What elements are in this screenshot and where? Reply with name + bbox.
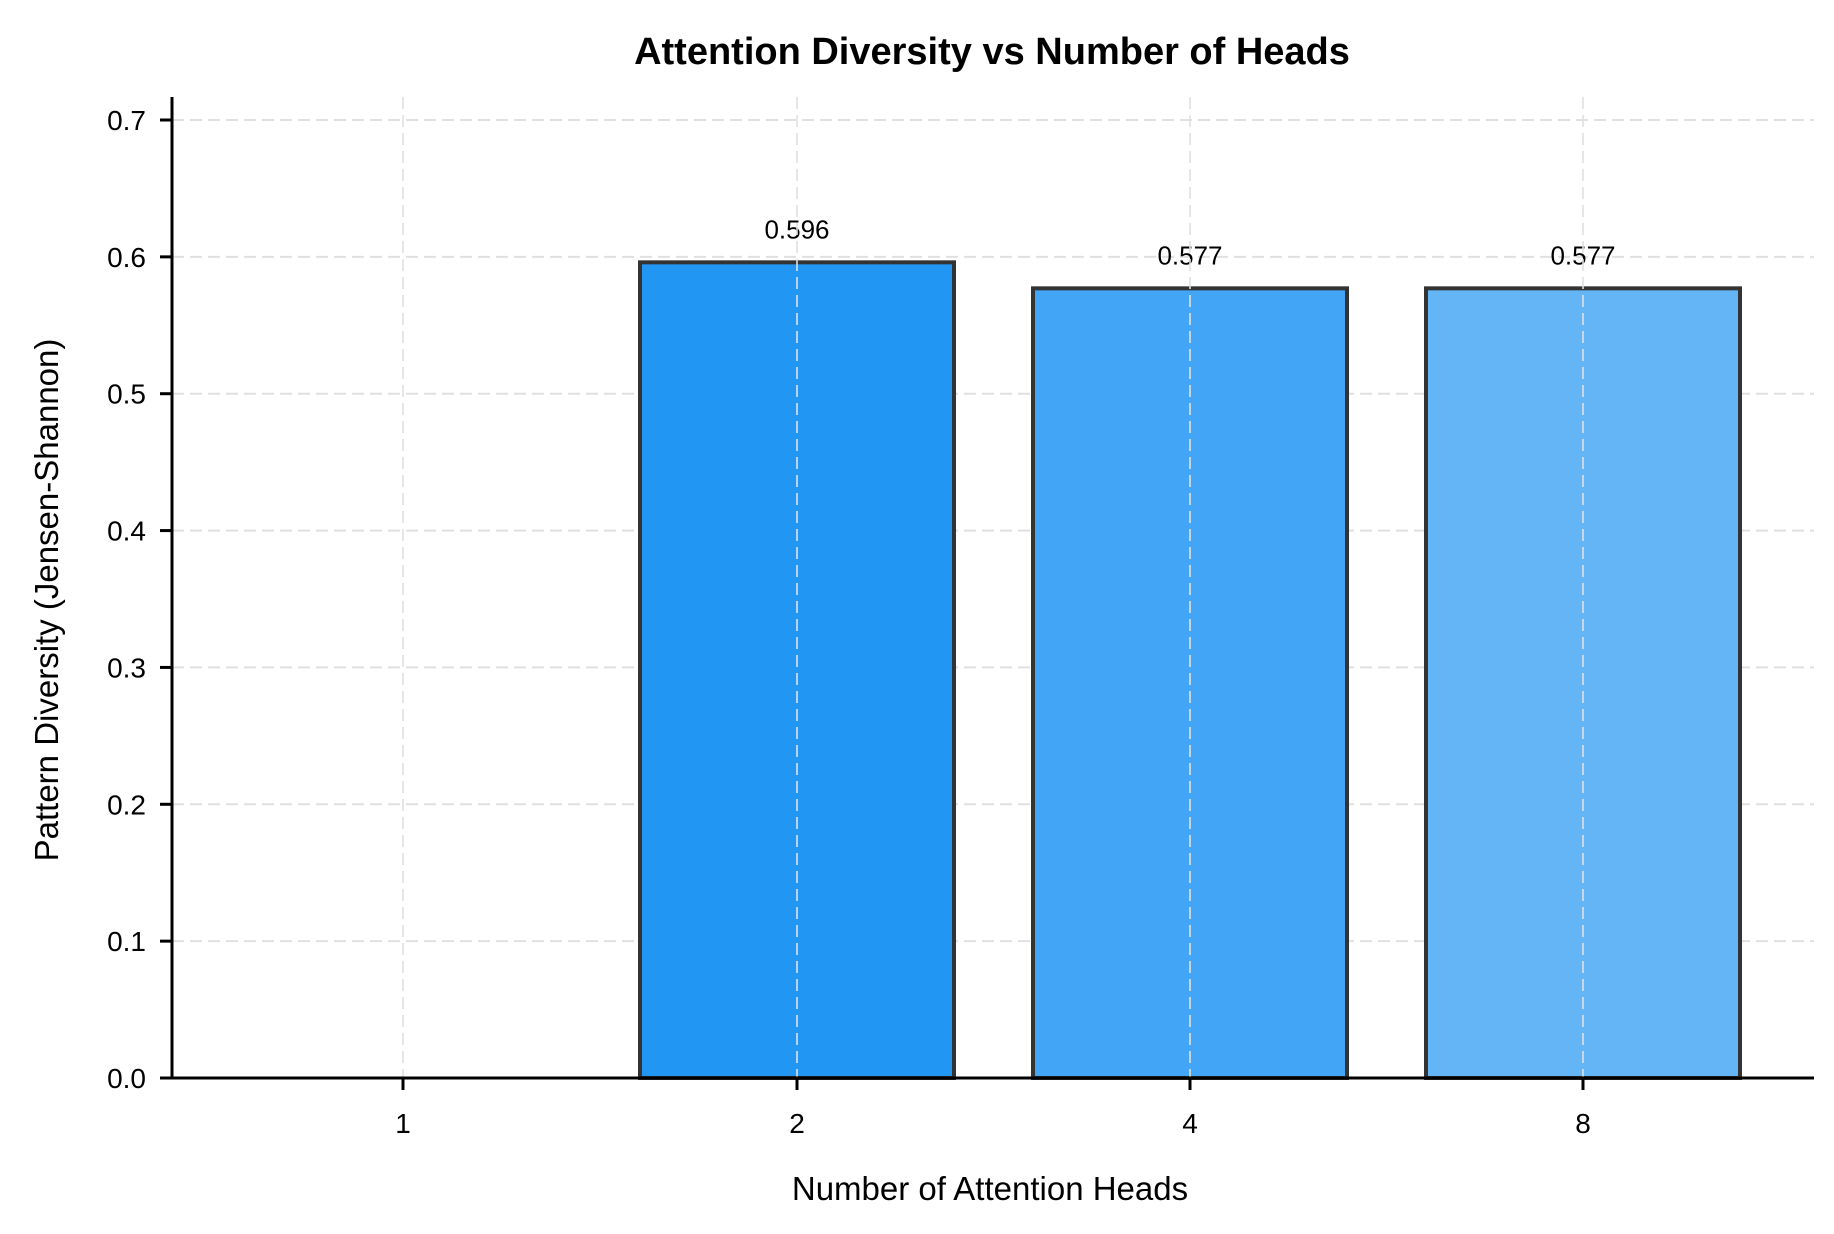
- y-tick-label: 0.2: [107, 789, 146, 820]
- grid-lines: [172, 119, 1814, 943]
- x-tick-label: 1: [395, 1108, 411, 1139]
- bar-2: [638, 260, 956, 1080]
- x-tick-label: 4: [1182, 1108, 1198, 1139]
- x-tick-label: 2: [789, 1108, 805, 1139]
- x-axis-label: Number of Attention Heads: [792, 1170, 1188, 1207]
- y-tick-label: 0.3: [107, 652, 146, 683]
- y-axis-label: Pattern Diversity (Jensen-Shannon): [28, 339, 65, 862]
- y-tick-label: 0.4: [107, 516, 146, 547]
- y-tick-label: 0.7: [107, 105, 146, 136]
- y-tick-label: 0.5: [107, 379, 146, 410]
- y-tick-label: 0.0: [107, 1063, 146, 1094]
- chart-title: Attention Diversity vs Number of Heads: [634, 31, 1350, 73]
- y-tick-label: 0.1: [107, 926, 146, 957]
- axes: 0.0 0.1 0.2 0.3 0.4 0.5 0.6 0.7 1 2 4 8: [107, 97, 1814, 1139]
- x-tick-label: 8: [1575, 1108, 1591, 1139]
- y-tick-label: 0.6: [107, 242, 146, 273]
